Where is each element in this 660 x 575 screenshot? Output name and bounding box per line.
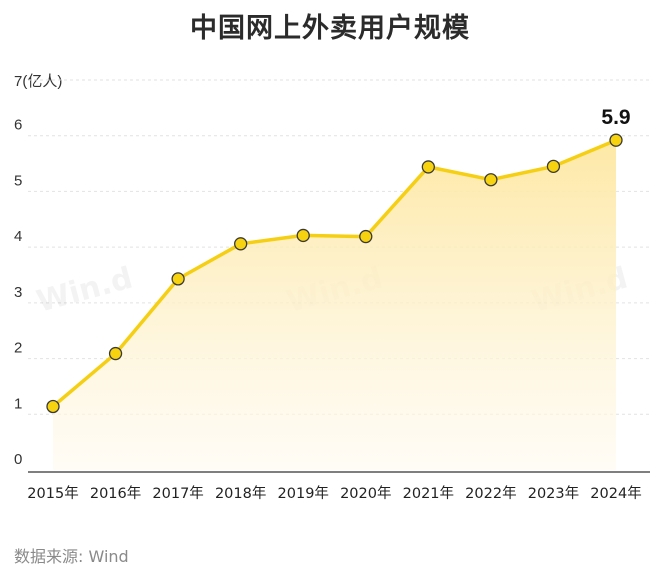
y-tick-label: 2	[14, 340, 22, 357]
x-tick-label: 2017年	[152, 485, 203, 502]
x-tick-label: 2023年	[528, 485, 579, 502]
data-points	[46, 133, 623, 414]
chart-title: 中国网上外卖用户规模	[190, 13, 470, 44]
data-point-2022年	[484, 173, 498, 187]
x-axis-ticks: 2015年 2016年 2017年 2018年 2019年 2020年 2021年 2022年…	[27, 485, 641, 502]
watermark-text: Win.d	[33, 261, 136, 320]
x-tick-label: 2024年	[590, 485, 641, 502]
y-axis-top-tick: 7	[14, 73, 23, 90]
data-point-2018年	[234, 237, 248, 251]
y-tick-label: 1	[14, 395, 22, 412]
y-tick-label: 3	[14, 284, 22, 301]
y-axis-ticks: 0 1 2 3 4 5 6	[14, 117, 22, 468]
data-point-2020年	[359, 229, 373, 244]
series-line	[51, 138, 618, 409]
x-tick-label: 2019年	[278, 485, 329, 502]
x-tick-label: 2020年	[340, 485, 391, 502]
area-fill	[53, 140, 616, 470]
data-point-2017年	[171, 272, 185, 286]
y-tick-label: 5	[14, 172, 22, 189]
y-axis-unit-label: (亿人)	[22, 73, 63, 90]
x-tick-label: 2021年	[403, 485, 454, 502]
y-tick-label: 6	[14, 117, 22, 134]
data-point-2015年	[46, 399, 60, 414]
y-tick-label: 4	[14, 228, 22, 245]
source-note: 数据来源: Wind	[14, 547, 129, 566]
x-tick-label: 2018年	[215, 485, 266, 502]
data-point-2023年	[546, 159, 561, 174]
y-tick-label: 0	[14, 451, 22, 468]
x-tick-label: 2015年	[27, 485, 78, 502]
data-point-2024年	[609, 133, 623, 147]
data-point-2021年	[421, 160, 435, 174]
x-tick-label: 2022年	[465, 485, 516, 502]
highlight-value-label: 5.9	[601, 106, 630, 129]
data-point-2016年	[108, 346, 123, 361]
y-axis-unit: 7(亿人)	[14, 70, 62, 91]
data-point-2019年	[296, 228, 310, 243]
x-tick-label: 2016年	[90, 485, 141, 502]
